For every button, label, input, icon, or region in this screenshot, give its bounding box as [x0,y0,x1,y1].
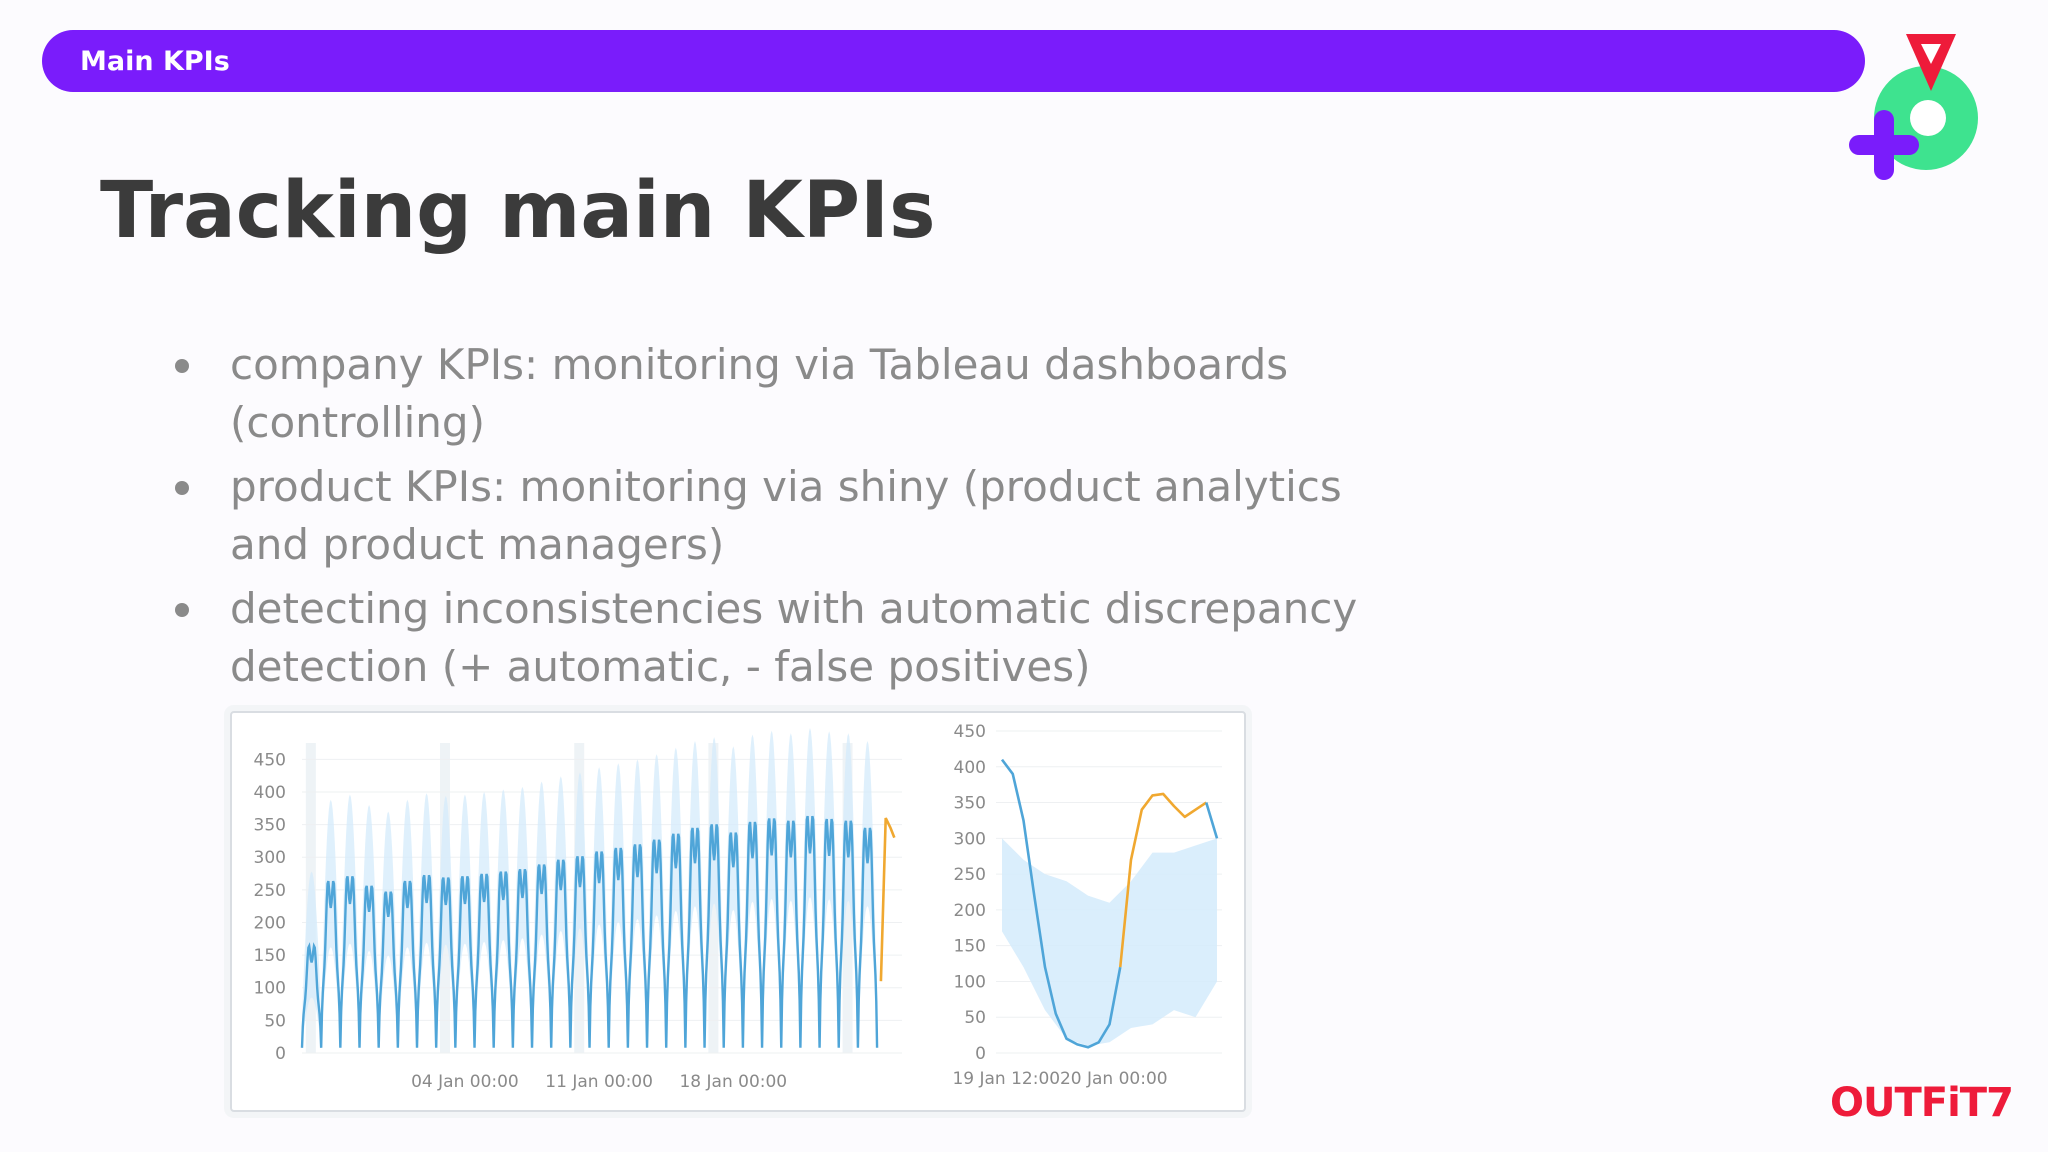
series-line-observed-tail [1205,802,1219,839]
y-tick-label: 200 [954,901,986,921]
bullet-list: company KPIs: monitoring via Tableau das… [170,336,1410,702]
x-tick-label: 19 Jan 12:00 [952,1069,1060,1089]
chart-panel: 0 50 100 150 200 250 300 350 400 450 04 Jan 00:00 1… [230,711,1246,1112]
expected-band [1002,838,1217,1046]
y-tick-label: 400 [254,783,286,803]
y-tick-label: 100 [954,972,986,992]
y-tick-label: 50 [264,1011,286,1031]
y-tick-label: 350 [254,816,286,836]
y-tick-label: 0 [975,1044,986,1064]
x-tick-label: 18 Jan 00:00 [679,1072,787,1092]
series-line-anomaly [879,817,896,982]
expected-band [302,727,878,1048]
series-line-observed [1000,758,1122,1049]
y-tick-label: 250 [954,865,986,885]
y-tick-label: 150 [254,946,286,966]
brand-logo-icon [1849,34,1978,180]
brand-wordmark: OUTFiT7 [1830,1080,2014,1126]
y-tick-label: 150 [954,937,986,957]
series-line-observed [300,815,879,1048]
y-tick-label: 450 [254,750,286,770]
x-tick-label: 20 Jan 00:00 [1060,1069,1168,1089]
y-tick-label: 250 [254,881,286,901]
x-tick-label: 11 Jan 00:00 [545,1072,653,1092]
y-tick-label: 350 [954,794,986,814]
y-tick-label: 50 [964,1008,986,1028]
bullet-item: detecting inconsistencies with automatic… [170,580,1410,696]
series-line-anomaly [1118,792,1207,968]
kpi-timeseries-chart: 0 50 100 150 200 250 300 350 400 450 04 Jan 00:00 1… [254,727,902,1092]
bullet-item: company KPIs: monitoring via Tableau das… [170,336,1410,452]
slide-title: Tracking main KPIs [100,166,936,256]
bullet-item: product KPIs: monitoring via shiny (prod… [170,458,1410,574]
y-tick-label: 0 [275,1044,286,1064]
kpi-anomaly-zoom-chart: 0 50 100 150 200 250 300 350 400 450 19 Jan 12:00 2… [952,722,1222,1089]
y-tick-label: 450 [954,722,986,742]
section-banner: Main KPIs [42,30,1865,92]
x-tick-label: 04 Jan 00:00 [411,1072,519,1092]
y-tick-label: 300 [254,848,286,868]
y-tick-label: 100 [254,979,286,999]
y-tick-label: 200 [254,913,286,933]
section-label: Main KPIs [80,46,230,77]
y-tick-label: 300 [954,829,986,849]
y-tick-label: 400 [954,758,986,778]
